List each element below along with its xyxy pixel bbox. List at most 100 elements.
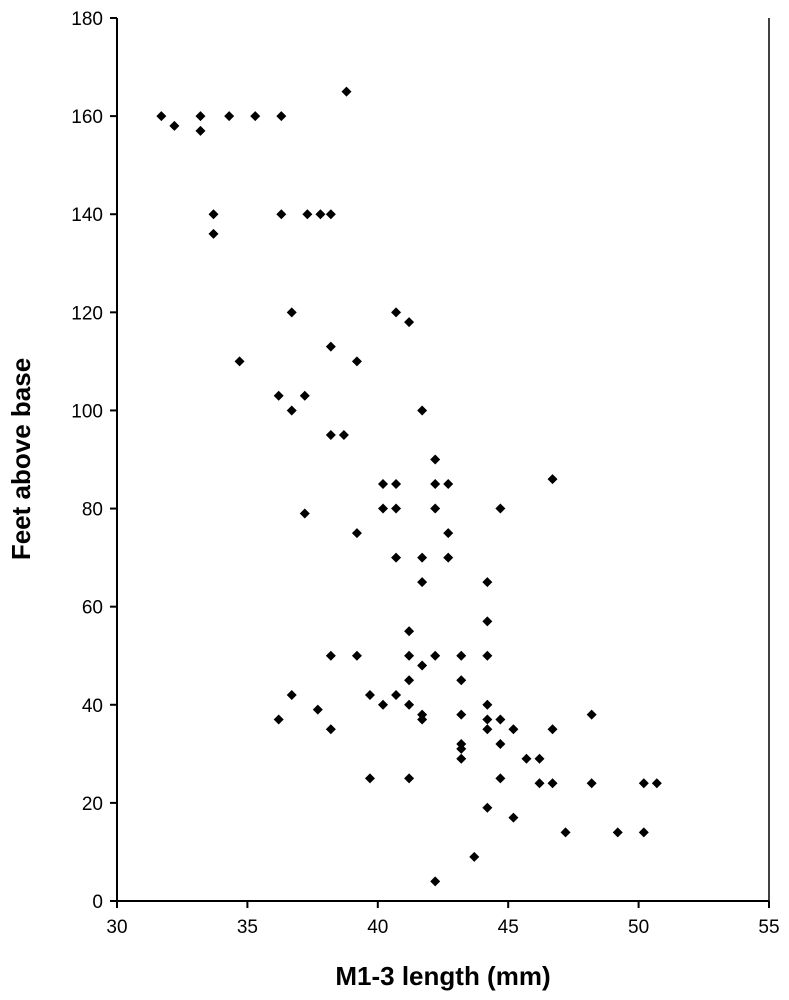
y-tick-label: 160 — [71, 107, 103, 128]
data-point — [195, 111, 206, 122]
data-point — [286, 405, 297, 416]
data-point — [325, 650, 336, 661]
data-point — [286, 307, 297, 318]
data-point — [417, 660, 428, 671]
y-tick-label: 180 — [71, 9, 103, 30]
data-point — [443, 479, 454, 490]
data-point — [169, 120, 180, 131]
data-point — [430, 454, 441, 465]
data-point — [456, 743, 467, 754]
data-point — [651, 778, 662, 789]
data-point — [482, 650, 493, 661]
data-point — [430, 650, 441, 661]
data-point — [495, 503, 506, 514]
data-point — [404, 650, 415, 661]
data-point — [351, 528, 362, 539]
data-point — [482, 616, 493, 627]
data-point — [521, 753, 532, 764]
data-point — [325, 209, 336, 220]
data-point — [547, 474, 558, 485]
data-point — [338, 429, 349, 440]
data-point — [325, 724, 336, 735]
data-point — [391, 552, 402, 563]
data-point — [612, 827, 623, 838]
x-tick-label: 30 — [106, 917, 127, 938]
data-point — [315, 209, 326, 220]
data-point — [482, 724, 493, 735]
data-point — [456, 675, 467, 686]
x-tick-label: 45 — [498, 917, 519, 938]
y-tick-label: 40 — [82, 696, 103, 717]
data-point — [404, 675, 415, 686]
data-point — [495, 714, 506, 725]
data-point — [364, 773, 375, 784]
data-point — [456, 650, 467, 661]
data-point — [208, 209, 219, 220]
data-point — [351, 356, 362, 367]
data-point — [378, 479, 389, 490]
data-point — [312, 704, 323, 715]
data-point — [560, 827, 571, 838]
data-point — [495, 739, 506, 750]
data-point — [430, 876, 441, 887]
data-point — [276, 209, 287, 220]
data-point — [341, 86, 352, 97]
y-tick-label: 20 — [82, 794, 103, 815]
data-point — [495, 773, 506, 784]
data-point — [208, 228, 219, 239]
data-point — [404, 626, 415, 637]
data-point — [469, 851, 480, 862]
data-point — [443, 552, 454, 563]
data-point — [364, 689, 375, 700]
data-point — [404, 773, 415, 784]
data-point — [586, 778, 597, 789]
y-tick-label: 80 — [82, 500, 103, 521]
data-point — [508, 812, 519, 823]
data-point — [404, 699, 415, 710]
data-point — [547, 778, 558, 789]
data-point — [430, 503, 441, 514]
data-point — [456, 753, 467, 764]
data-point — [534, 778, 545, 789]
data-point — [417, 552, 428, 563]
data-point — [482, 802, 493, 813]
x-axis-title: M1-3 length (mm) — [335, 961, 550, 991]
data-point — [325, 341, 336, 352]
data-point — [299, 508, 310, 519]
data-point — [351, 650, 362, 661]
data-point — [391, 689, 402, 700]
y-tick-label: 100 — [71, 401, 103, 422]
y-tick-label: 0 — [92, 892, 103, 913]
data-point — [417, 709, 428, 720]
data-point — [391, 479, 402, 490]
data-point — [417, 577, 428, 588]
data-point — [534, 753, 545, 764]
data-point — [443, 528, 454, 539]
data-point — [391, 503, 402, 514]
data-point — [276, 111, 287, 122]
data-point — [456, 709, 467, 720]
data-point — [299, 390, 310, 401]
data-point — [482, 699, 493, 710]
data-point — [391, 307, 402, 318]
data-points — [156, 86, 662, 887]
tick-labels: 30 35 40 45 50 55 0 20 40 60 80 100 120 140 160 180 — [71, 9, 779, 938]
x-tick-label: 40 — [367, 917, 388, 938]
axes — [116, 18, 770, 902]
data-point — [195, 125, 206, 136]
data-point — [273, 714, 284, 725]
data-point — [224, 111, 235, 122]
data-point — [273, 390, 284, 401]
data-point — [547, 724, 558, 735]
data-point — [482, 577, 493, 588]
data-point — [250, 111, 261, 122]
data-point — [404, 317, 415, 328]
data-point — [378, 503, 389, 514]
data-point — [638, 778, 649, 789]
y-axis-title: Feet above base — [6, 358, 36, 560]
x-tick-label: 55 — [758, 917, 779, 938]
data-point — [508, 724, 519, 735]
data-point — [302, 209, 313, 220]
data-point — [286, 689, 297, 700]
